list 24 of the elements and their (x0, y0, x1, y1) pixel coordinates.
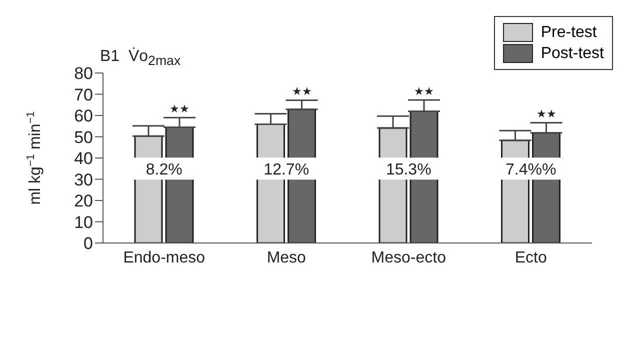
x-tick-label: Ecto (514, 249, 547, 266)
x-tick-label: Endo-meso (123, 249, 206, 266)
legend-label: Post-test (540, 44, 604, 62)
annotation: ★★ (292, 86, 312, 98)
y-tick-label: 70 (74, 85, 93, 104)
annotation: 8.2% (146, 162, 182, 179)
y-tick-label: 60 (74, 106, 93, 126)
x-tick-label: Meso-ecto (371, 249, 446, 266)
y-tick-label: 30 (74, 170, 93, 190)
annotation: 12.7% (264, 162, 310, 179)
y-tick-label: 0 (84, 234, 93, 254)
annotation: 7.4%% (506, 162, 556, 179)
y-tick-label: 20 (74, 192, 93, 211)
y-tick-label: 40 (74, 149, 93, 168)
chart-title: B1 V̇o$_{2max}$ (100, 48, 181, 68)
y-tick-label: 10 (74, 212, 93, 232)
annotation: ★★ (536, 108, 556, 121)
legend-label: Pre-test (540, 24, 597, 42)
y-tick-label: 80 (74, 64, 93, 84)
annotation: ★★ (170, 104, 190, 116)
x-tick-label: Meso (266, 249, 306, 266)
annotation: ★★ (414, 86, 434, 98)
y-tick-label: 50 (74, 128, 93, 147)
annotation: 15.3% (386, 162, 432, 179)
